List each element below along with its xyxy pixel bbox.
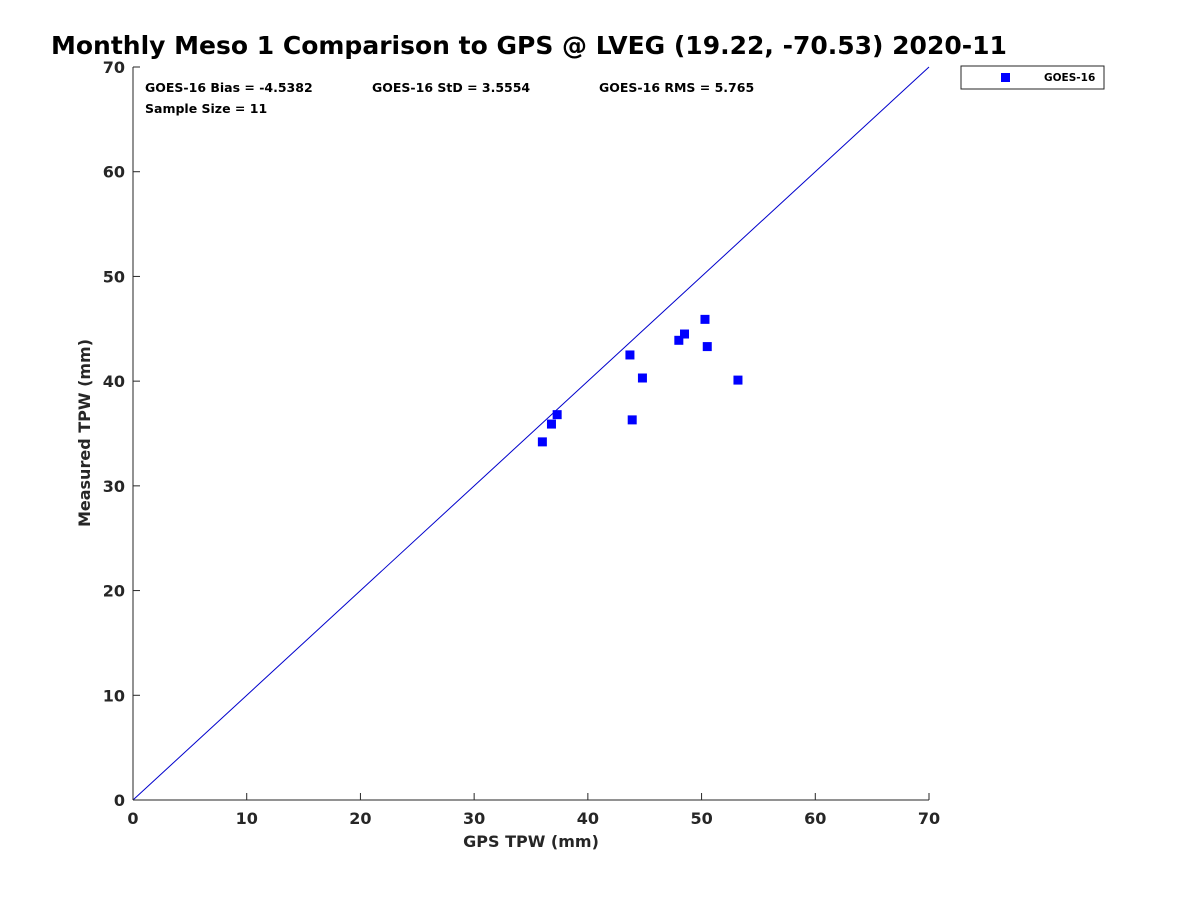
reference-line-layer [132, 66, 930, 801]
data-point [552, 410, 562, 420]
x-tick-label: 0 [127, 809, 138, 828]
y-tick-label: 40 [103, 372, 125, 391]
y-ticks: 0 10 20 30 40 50 60 70 [103, 58, 140, 810]
data-point [546, 419, 556, 429]
x-tick-label: 60 [804, 809, 826, 828]
x-tick-label: 20 [349, 809, 371, 828]
y-axis-label: Measured TPW (mm) [75, 339, 94, 527]
data-point [674, 335, 684, 345]
stats-annotations: GOES-16 Bias = -4.5382 GOES-16 StD = 3.5… [145, 80, 754, 116]
y-tick-label: 30 [103, 477, 125, 496]
data-points-layer [537, 314, 743, 447]
axes-layer [132, 67, 929, 801]
y-tick-label: 70 [103, 58, 125, 77]
data-point [733, 375, 743, 385]
chart-title: Monthly Meso 1 Comparison to GPS @ LVEG … [51, 31, 1007, 60]
data-point [680, 329, 690, 339]
data-point [537, 437, 547, 447]
data-point [702, 342, 712, 352]
x-tick-label: 10 [236, 809, 258, 828]
legend: GOES-16 [960, 65, 1105, 90]
bias-annotation: GOES-16 Bias = -4.5382 [145, 80, 313, 95]
x-tick-label: 30 [463, 809, 485, 828]
y-tick-label: 50 [103, 267, 125, 286]
data-point [700, 314, 710, 324]
x-tick-label: 70 [918, 809, 940, 828]
x-axis-label: GPS TPW (mm) [463, 832, 599, 851]
y-tick-label: 60 [103, 163, 125, 182]
legend-marker-square-icon [1001, 73, 1010, 82]
x-ticks: 0 10 20 30 40 50 60 70 [127, 793, 940, 828]
x-tick-label: 40 [577, 809, 599, 828]
rms-annotation: GOES-16 RMS = 5.765 [599, 80, 754, 95]
x-tick-label: 50 [690, 809, 712, 828]
one-to-one-reference-line [132, 66, 930, 801]
legend-box [960, 65, 1105, 90]
y-tick-label: 20 [103, 582, 125, 601]
data-point [637, 373, 647, 383]
y-tick-label: 0 [114, 791, 125, 810]
data-point [625, 350, 635, 360]
sample-size-annotation: Sample Size = 11 [145, 101, 267, 116]
data-point [627, 415, 637, 425]
std-annotation: GOES-16 StD = 3.5554 [372, 80, 530, 95]
y-tick-label: 10 [103, 686, 125, 705]
legend-label: GOES-16 [1044, 72, 1095, 84]
plot-area: 0 10 20 30 40 50 60 70 0 10 20 30 40 50 60 70 [103, 58, 940, 828]
